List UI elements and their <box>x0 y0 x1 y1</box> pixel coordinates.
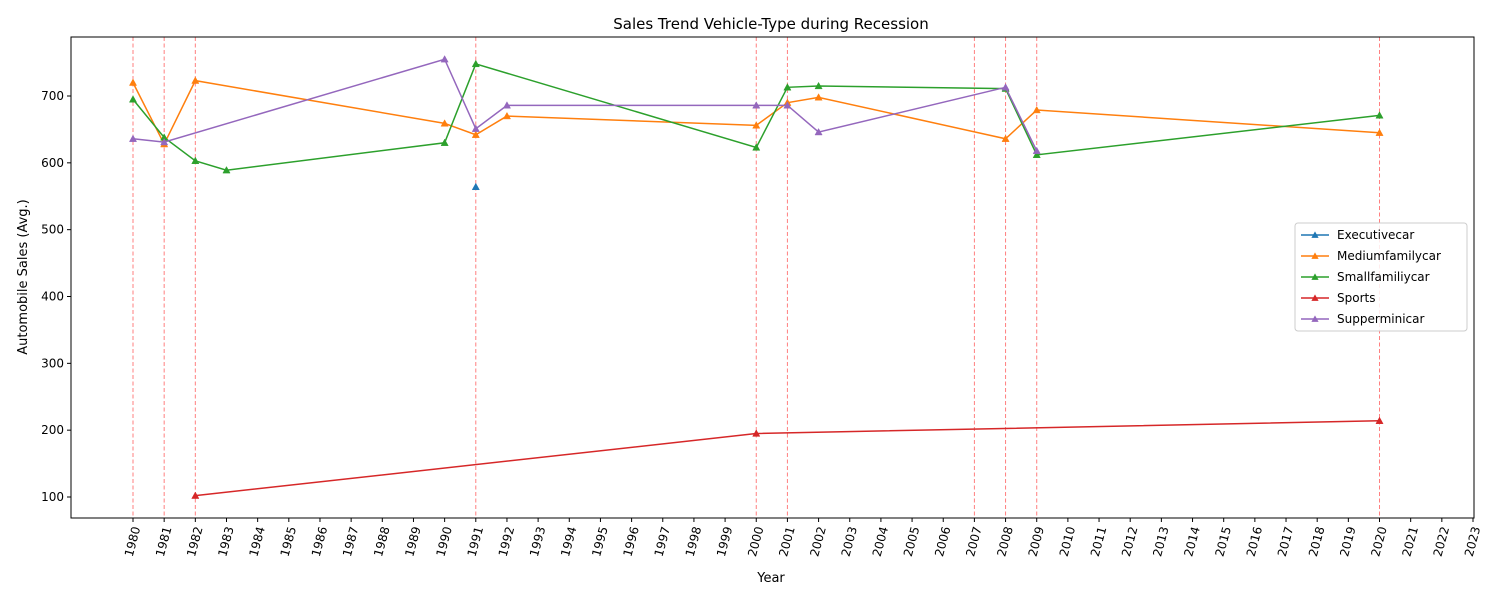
legend-label: Supperminicar <box>1337 312 1424 326</box>
legend-label: Mediumfamilycar <box>1337 249 1441 263</box>
legend-label: Sports <box>1337 291 1375 305</box>
series-layer <box>128 55 1384 499</box>
y-tick-label-200: 200 <box>41 423 64 437</box>
series-supperminicar <box>128 55 1041 154</box>
data-point-supperminicar-2000 <box>752 101 761 109</box>
y-tick-label-600: 600 <box>41 156 64 170</box>
data-point-smallfamiliycar-2020 <box>1375 111 1384 119</box>
data-point-sports-2000 <box>752 429 761 437</box>
y-tick-label-300: 300 <box>41 356 64 370</box>
data-point-supperminicar-1980 <box>128 134 138 142</box>
y-tick-label-500: 500 <box>41 223 64 237</box>
data-point-supperminicar-1991 <box>471 124 480 132</box>
data-point-smallfamiliycar-1980 <box>128 95 138 103</box>
data-point-supperminicar-1992 <box>502 101 511 109</box>
series-mediumfamilycar <box>128 76 1384 148</box>
x-axis: 1980 1981 1982 1983 1984 1985 1986 1987 1988 1989… <box>122 518 1483 558</box>
y-tick-label-700: 700 <box>41 89 64 103</box>
data-point-supperminicar-2008 <box>1001 83 1010 91</box>
data-point-mediumfamilycar-2002 <box>814 93 823 101</box>
data-point-supperminicar-1990 <box>440 55 449 63</box>
y-tick-label-100: 100 <box>41 490 64 504</box>
data-point-sports-2020 <box>1375 416 1384 424</box>
y-axis: 100 200 300 400 500 600 700 <box>41 89 71 504</box>
legend-swatch-marker <box>1311 294 1319 301</box>
data-point-mediumfamilycar-1980 <box>128 78 138 86</box>
y-tick-label-400: 400 <box>41 290 64 304</box>
data-point-supperminicar-2002 <box>814 127 823 136</box>
data-point-mediumfamilycar-1990 <box>440 119 449 127</box>
chart-title: Sales Trend Vehicle-Type during Recessio… <box>613 15 929 33</box>
series-line-supperminicar <box>132 58 1038 152</box>
series-sports <box>191 416 1384 499</box>
data-point-smallfamiliycar-2001 <box>783 83 792 91</box>
legend-label: Executivecar <box>1337 228 1414 242</box>
data-point-mediumfamilycar-2000 <box>752 121 761 129</box>
legend-swatch-marker <box>1311 252 1319 259</box>
data-point-mediumfamilycar-2009 <box>1032 105 1041 114</box>
data-point-mediumfamilycar-1982 <box>191 76 200 84</box>
legend-item-sports: Sports <box>1301 291 1375 305</box>
data-point-supperminicar-1981 <box>160 138 169 146</box>
legend-box <box>1294 222 1468 332</box>
data-point-sports-1982 <box>191 491 200 499</box>
data-point-smallfamiliycar-1983 <box>222 166 231 174</box>
series-executivecar <box>471 182 480 191</box>
data-point-smallfamiliycar-1991 <box>471 59 480 68</box>
y-axis-title: Automobile Sales (Avg.) <box>16 199 31 355</box>
data-point-supperminicar-2001 <box>783 101 792 109</box>
legend-item-executivecar: Executivecar <box>1301 228 1414 242</box>
legend-item-supperminicar: Supperminicar <box>1301 312 1424 326</box>
legend-swatch-marker <box>1311 273 1319 280</box>
series-line-mediumfamilycar <box>132 79 1380 146</box>
data-point-smallfamiliycar-1990 <box>440 138 449 146</box>
data-point-executivecar-1991 <box>471 182 480 191</box>
data-point-mediumfamilycar-1991 <box>471 130 480 138</box>
legend: Executivecar Mediumfamilycar Smallfamiliyc… <box>1294 222 1468 332</box>
x-axis-title: Year <box>756 571 785 586</box>
data-point-smallfamiliycar-2009 <box>1032 150 1041 158</box>
data-point-smallfamiliycar-1982 <box>191 156 200 164</box>
data-point-supperminicar-2009 <box>1032 146 1041 154</box>
data-point-mediumfamilycar-1992 <box>502 111 511 120</box>
legend-swatch-marker <box>1311 231 1319 238</box>
legend-label: Smallfamiliycar <box>1337 270 1430 284</box>
legend-item-mediumfamilycar: Mediumfamilycar <box>1301 249 1441 263</box>
data-point-smallfamiliycar-2000 <box>752 143 761 151</box>
data-point-smallfamiliycar-2002 <box>814 81 823 90</box>
legend-item-smallfamiliycar: Smallfamiliycar <box>1301 270 1430 284</box>
plot-frame <box>70 36 1475 519</box>
data-point-mediumfamilycar-2008 <box>1001 134 1010 142</box>
legend-swatch-marker <box>1311 315 1319 322</box>
data-point-mediumfamilycar-2020 <box>1375 128 1384 136</box>
